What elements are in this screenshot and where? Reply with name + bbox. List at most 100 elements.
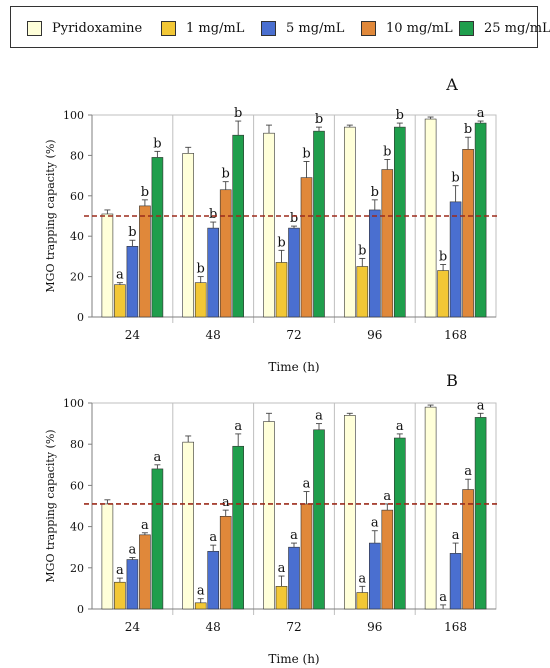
- bar: [449, 553, 462, 610]
- significance-label: a: [439, 590, 447, 605]
- bar: [381, 169, 394, 318]
- significance-label: b: [315, 112, 323, 127]
- significance-label: a: [197, 584, 205, 599]
- significance-label: a: [303, 477, 311, 492]
- significance-label: a: [315, 409, 323, 424]
- significance-label: b: [209, 207, 217, 222]
- bar: [101, 503, 114, 610]
- bar: [194, 602, 207, 610]
- significance-label: a: [209, 530, 217, 545]
- y-tick-label: 100: [63, 397, 84, 410]
- significance-label: a: [477, 106, 485, 121]
- y-axis-label: MGO trapping capacity (%): [44, 429, 57, 582]
- x-axis-label: Time (h): [268, 652, 319, 666]
- bar: [462, 489, 474, 610]
- bar: [474, 122, 487, 318]
- bar: [275, 586, 288, 610]
- x-tick-label: 72: [286, 328, 301, 342]
- bar: [263, 132, 275, 318]
- legend-swatch: [161, 20, 176, 36]
- y-tick-label: 40: [70, 230, 84, 243]
- legend-swatch: [361, 20, 376, 36]
- bar: [343, 126, 356, 318]
- significance-label: a: [358, 571, 366, 586]
- y-tick-label: 60: [70, 479, 84, 492]
- y-tick-label: 0: [77, 603, 84, 616]
- bar: [300, 177, 313, 318]
- bar: [288, 227, 300, 318]
- legend-label: Pyridoxamine: [52, 20, 143, 36]
- bar: [114, 581, 126, 610]
- significance-label: a: [290, 528, 298, 543]
- bar: [207, 227, 219, 318]
- significance-label: b: [396, 108, 404, 123]
- legend-item-5mg: 5 mg/mL: [261, 18, 344, 38]
- x-tick-label: 72: [286, 620, 301, 634]
- bar: [219, 515, 232, 610]
- significance-label: b: [439, 249, 447, 264]
- bar: [474, 417, 487, 610]
- legend-swatch: [261, 20, 276, 36]
- bar: [288, 546, 300, 610]
- bar: [207, 551, 219, 610]
- chart-legend: Pyridoxamine 1 mg/mL 5 mg/mL 10 mg/mL 25…: [10, 6, 550, 48]
- y-tick-label: 0: [77, 311, 84, 324]
- significance-label: b: [451, 171, 459, 186]
- legend-item-25mg: 25 mg/mL: [459, 18, 550, 38]
- bar: [343, 415, 356, 610]
- significance-label: a: [452, 528, 460, 543]
- panel-label: B: [446, 371, 458, 390]
- bar: [381, 509, 394, 610]
- legend-label: 25 mg/mL: [484, 20, 550, 36]
- bar: [263, 421, 275, 610]
- legend-label: 1 mg/mL: [186, 20, 245, 36]
- legend-swatch: [459, 20, 474, 36]
- y-tick-label: 100: [63, 109, 84, 122]
- significance-label: a: [154, 450, 162, 465]
- significance-label: b: [383, 144, 391, 159]
- x-tick-label: 24: [125, 328, 141, 342]
- significance-label: a: [464, 464, 472, 479]
- significance-label: b: [277, 235, 285, 250]
- significance-label: b: [153, 136, 161, 151]
- significance-label: a: [129, 543, 137, 558]
- significance-label: a: [477, 398, 485, 413]
- bar: [139, 205, 151, 318]
- bar: [101, 213, 114, 318]
- bar: [139, 534, 151, 610]
- bar: [424, 118, 437, 318]
- significance-label: a: [116, 268, 124, 283]
- legend-label: 5 mg/mL: [286, 20, 345, 36]
- significance-label: a: [222, 495, 230, 510]
- x-tick-label: 168: [444, 328, 467, 342]
- bar: [151, 468, 164, 610]
- bar: [356, 266, 369, 318]
- legend-label: 10 mg/mL: [386, 20, 453, 36]
- y-tick-label: 80: [70, 149, 84, 162]
- x-axis-label: Time (h): [268, 360, 319, 374]
- chart-panel-a: 020406080100abbb24bbbb48bbbb72bbbb96bbba…: [44, 75, 498, 374]
- bar: [393, 126, 406, 318]
- x-tick-label: 48: [206, 328, 221, 342]
- significance-label: a: [371, 516, 379, 531]
- bar: [232, 134, 244, 318]
- bar: [194, 282, 207, 318]
- panel-label: A: [445, 75, 458, 94]
- bar: [182, 441, 194, 610]
- x-tick-label: 168: [444, 620, 467, 634]
- y-tick-label: 40: [70, 521, 84, 534]
- x-tick-label: 24: [125, 620, 141, 634]
- significance-label: b: [371, 185, 379, 200]
- bar: [424, 406, 437, 610]
- y-tick-label: 20: [70, 562, 84, 575]
- significance-label: b: [197, 262, 205, 277]
- significance-label: a: [383, 489, 391, 504]
- significance-label: a: [116, 563, 124, 578]
- legend-item-pyridoxamine: Pyridoxamine: [27, 18, 142, 38]
- significance-label: b: [222, 167, 230, 182]
- bar: [462, 149, 474, 318]
- y-tick-label: 60: [70, 190, 84, 203]
- bar: [114, 284, 126, 318]
- bar: [313, 130, 325, 318]
- y-axis-label: MGO trapping capacity (%): [44, 139, 57, 292]
